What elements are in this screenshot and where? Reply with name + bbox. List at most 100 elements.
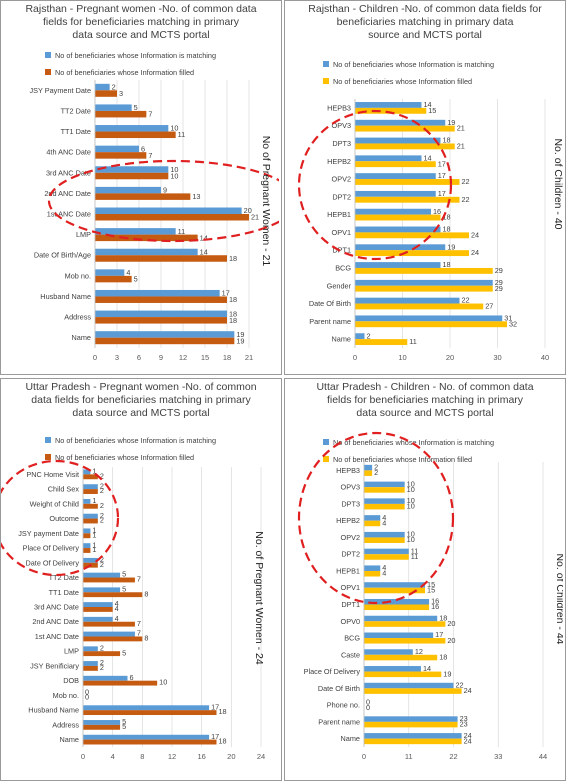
- bar-matching: [95, 104, 132, 111]
- data-label: 18: [439, 653, 447, 662]
- category-label: Mob no.: [65, 271, 91, 280]
- bar-matching: [355, 297, 460, 304]
- bar-matching: [95, 228, 176, 235]
- bar-filled: [355, 339, 408, 345]
- category-label: Outcome: [49, 514, 79, 523]
- data-label: 6: [141, 144, 145, 153]
- x-tick-label: 8: [140, 752, 144, 761]
- data-label: 22: [462, 195, 470, 204]
- bar-matching: [355, 333, 365, 340]
- x-tick-label: 0: [353, 353, 357, 362]
- bar-matching: [95, 269, 125, 276]
- bar-matching: [364, 598, 430, 605]
- bar-matching: [364, 464, 373, 471]
- chart-title-line: source and MCTS portal: [368, 29, 482, 41]
- legend-label: No of beneficiaries whose Information is…: [55, 435, 217, 445]
- highlight-ellipse: [297, 109, 453, 261]
- chart-panel-rajasthan-children: Rajsthan - Children -No. of common data …: [284, 0, 566, 375]
- bar-matching: [83, 469, 91, 475]
- data-label: 7: [137, 629, 141, 638]
- data-label: 23: [460, 714, 468, 723]
- category-label: Place Of Delivery: [304, 667, 361, 676]
- category-label: HEPB1: [336, 566, 360, 575]
- legend-swatch: [323, 439, 329, 445]
- data-label: 0: [366, 697, 370, 706]
- bar-filled: [83, 474, 98, 480]
- data-label: 7: [148, 110, 152, 119]
- data-label: 2: [100, 501, 104, 510]
- data-label: 11: [409, 337, 417, 346]
- bar-matching: [364, 565, 381, 571]
- data-label: 18: [229, 295, 237, 304]
- highlight-ellipse: [47, 159, 279, 243]
- bar-filled: [364, 738, 462, 745]
- bar-matching: [95, 310, 227, 318]
- data-label: 1: [92, 540, 96, 549]
- bar-filled: [95, 172, 169, 180]
- bar-matching: [83, 543, 91, 549]
- data-label: 0: [85, 692, 89, 701]
- bar-filled: [355, 179, 460, 185]
- bar-filled: [95, 90, 117, 97]
- data-label: 14: [424, 153, 432, 162]
- data-label: 2: [374, 468, 378, 477]
- legend-swatch: [323, 456, 329, 462]
- bar-matching: [95, 248, 198, 256]
- bar-filled: [83, 518, 98, 524]
- legend-entry: No of beneficiaries whose Information fi…: [323, 453, 494, 465]
- data-label: 15: [427, 585, 435, 594]
- legend-label: No of beneficiaries whose Information is…: [333, 59, 495, 69]
- bar-matching: [355, 244, 446, 251]
- category-label: HEPB2: [336, 516, 360, 525]
- bar-matching: [364, 548, 409, 555]
- side-label: No. of Pregnant Women - 24: [253, 531, 265, 665]
- bar-matching: [355, 315, 503, 322]
- data-label: 29: [495, 266, 503, 275]
- data-label: 24: [471, 230, 479, 239]
- bar-matching: [364, 531, 405, 538]
- bar-matching: [83, 528, 91, 534]
- category-label: Name: [341, 734, 360, 743]
- data-label: 20: [244, 206, 252, 215]
- data-label: 1: [92, 530, 96, 539]
- data-label: 4: [115, 614, 119, 623]
- chart-panel-up-children: Uttar Pradesh - Children - No. of common…: [284, 378, 566, 781]
- bar-matching: [364, 632, 434, 639]
- x-tick-label: 30: [493, 353, 501, 362]
- data-label: 14: [424, 100, 432, 109]
- category-label: Husband Name: [28, 706, 79, 715]
- chart-panel-rajasthan-pregnant-women: Rajsthan - Pregnant women -No. of common…: [0, 0, 282, 375]
- chart-title: Rajsthan - Children -No. of common data …: [289, 3, 561, 42]
- bar-filled: [83, 724, 121, 730]
- legend-entry: No of beneficiaries whose Information is…: [45, 434, 216, 446]
- bar-filled: [83, 651, 121, 657]
- chart-legend: No of beneficiaries whose Information is…: [323, 436, 494, 470]
- chart-title-line: data source and MCTS portal: [72, 29, 210, 41]
- bar-filled: [83, 636, 143, 642]
- data-label: 10: [407, 496, 415, 505]
- data-label: 4: [115, 604, 119, 613]
- data-label: 10: [170, 171, 178, 180]
- bar-filled: [355, 232, 469, 239]
- legend-entry: No of beneficiaries whose Information is…: [323, 436, 494, 448]
- bar-matching: [83, 661, 98, 666]
- data-label: 18: [443, 225, 451, 234]
- highlight-ellipse: [297, 431, 455, 605]
- data-label: 2: [112, 83, 116, 92]
- bar-filled: [83, 548, 91, 553]
- category-label: DPT1: [332, 246, 351, 255]
- bar-matching: [355, 262, 441, 268]
- chart-legend: No of beneficiaries whose Information is…: [323, 58, 494, 92]
- category-label: Child Sex: [48, 485, 80, 494]
- category-label: 2nd ANC Date: [44, 189, 91, 198]
- data-label: 10: [407, 535, 415, 544]
- bar-matching: [364, 498, 405, 504]
- category-label: HEPB3: [327, 103, 351, 112]
- chart-title: Uttar Pradesh - Pregnant women -No. of c…: [5, 381, 277, 420]
- x-tick-label: 0: [81, 752, 85, 761]
- data-label: 19: [447, 242, 455, 251]
- category-label: Gender: [327, 281, 352, 290]
- bar-filled: [364, 654, 438, 661]
- legend-label: No of beneficiaries whose Information is…: [333, 437, 495, 447]
